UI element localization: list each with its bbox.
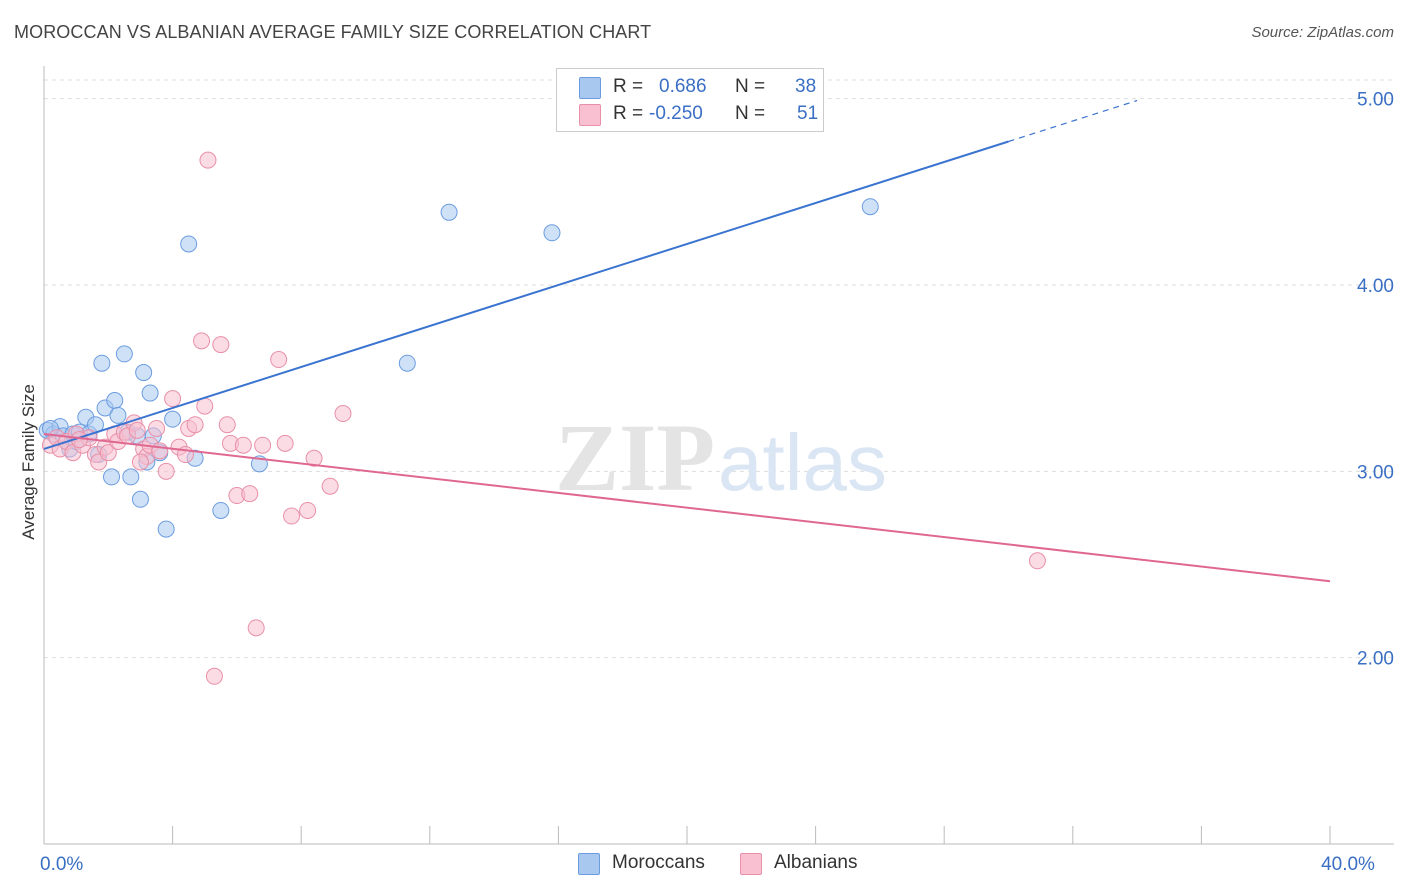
albanians-point <box>186 416 204 434</box>
albanians-point <box>241 485 259 503</box>
moroccans-point <box>115 345 133 363</box>
moroccans-point <box>861 198 879 216</box>
n-value: 51 <box>797 103 819 124</box>
moroccans-point <box>180 235 198 253</box>
albanians-point <box>276 434 294 452</box>
albanians-swatch <box>579 104 601 126</box>
albanians-point <box>128 421 146 439</box>
bottom-legend-label: Albanians <box>774 852 858 873</box>
albanians-point <box>157 462 175 480</box>
moroccans-swatch <box>579 77 601 99</box>
albanians-point <box>305 449 323 467</box>
albanians-point <box>299 501 317 519</box>
bottom-legend-label: Moroccans <box>612 852 705 873</box>
albanians-point <box>212 336 230 354</box>
albanians-point <box>164 390 182 408</box>
moroccans-point <box>157 520 175 538</box>
n-label: N = <box>735 76 766 97</box>
r-value: 0.686 <box>659 76 707 97</box>
moroccans-point <box>93 354 111 372</box>
watermark-atlas: atlas <box>718 418 887 507</box>
moroccans-point <box>106 392 124 410</box>
albanians-point <box>131 453 149 471</box>
moroccans-point <box>543 224 561 242</box>
y-tick-label: 2.00 <box>1357 649 1394 670</box>
moroccans-point <box>135 364 153 382</box>
moroccans-trend-extension <box>1008 99 1138 143</box>
albanians-point <box>205 667 223 685</box>
moroccans-point <box>122 468 140 486</box>
albanians-point <box>1028 552 1046 570</box>
n-label: N = <box>735 103 766 124</box>
r-label: R = <box>613 76 644 97</box>
moroccans-point <box>398 354 416 372</box>
albanians-point <box>193 332 211 350</box>
moroccans-trend-line <box>43 140 1009 450</box>
moroccans-swatch <box>578 853 600 875</box>
r-value: -0.250 <box>649 103 703 124</box>
watermark-zip: ZIP <box>555 404 715 511</box>
y-axis-label: Average Family Size <box>19 384 38 540</box>
albanians-point <box>234 436 252 454</box>
albanians-point <box>151 442 169 460</box>
moroccans-point <box>141 384 159 402</box>
albanians-point <box>199 151 217 169</box>
albanians-trend-line <box>43 433 1331 583</box>
moroccans-point <box>131 490 149 508</box>
moroccans-point <box>212 501 230 519</box>
x-tick-label: 0.0% <box>40 854 83 875</box>
y-tick-label: 3.00 <box>1357 462 1394 483</box>
albanians-point <box>247 619 265 637</box>
albanians-point <box>254 436 272 454</box>
moroccans-point <box>109 406 127 424</box>
y-tick-label: 4.00 <box>1357 276 1394 297</box>
albanians-point <box>270 351 288 369</box>
albanians-point <box>148 419 166 437</box>
albanians-swatch <box>740 853 762 875</box>
moroccans-point <box>164 410 182 428</box>
moroccans-point <box>103 468 121 486</box>
r-label: R = <box>613 103 644 124</box>
n-value: 38 <box>795 76 817 97</box>
albanians-point <box>321 477 339 495</box>
albanians-point <box>218 416 236 434</box>
albanians-point <box>99 444 117 462</box>
albanians-point <box>283 507 301 525</box>
y-tick-label: 5.00 <box>1357 90 1394 111</box>
moroccans-point <box>440 203 458 221</box>
x-tick-label: 40.0% <box>1321 854 1375 875</box>
source-label: Source: ZipAtlas.com <box>1251 24 1394 41</box>
correlation-legend: R = 0.686 N = 38 R = -0.250 N = 51 <box>556 68 824 132</box>
chart-title: MOROCCAN VS ALBANIAN AVERAGE FAMILY SIZE… <box>14 22 652 42</box>
albanians-point <box>334 405 352 423</box>
